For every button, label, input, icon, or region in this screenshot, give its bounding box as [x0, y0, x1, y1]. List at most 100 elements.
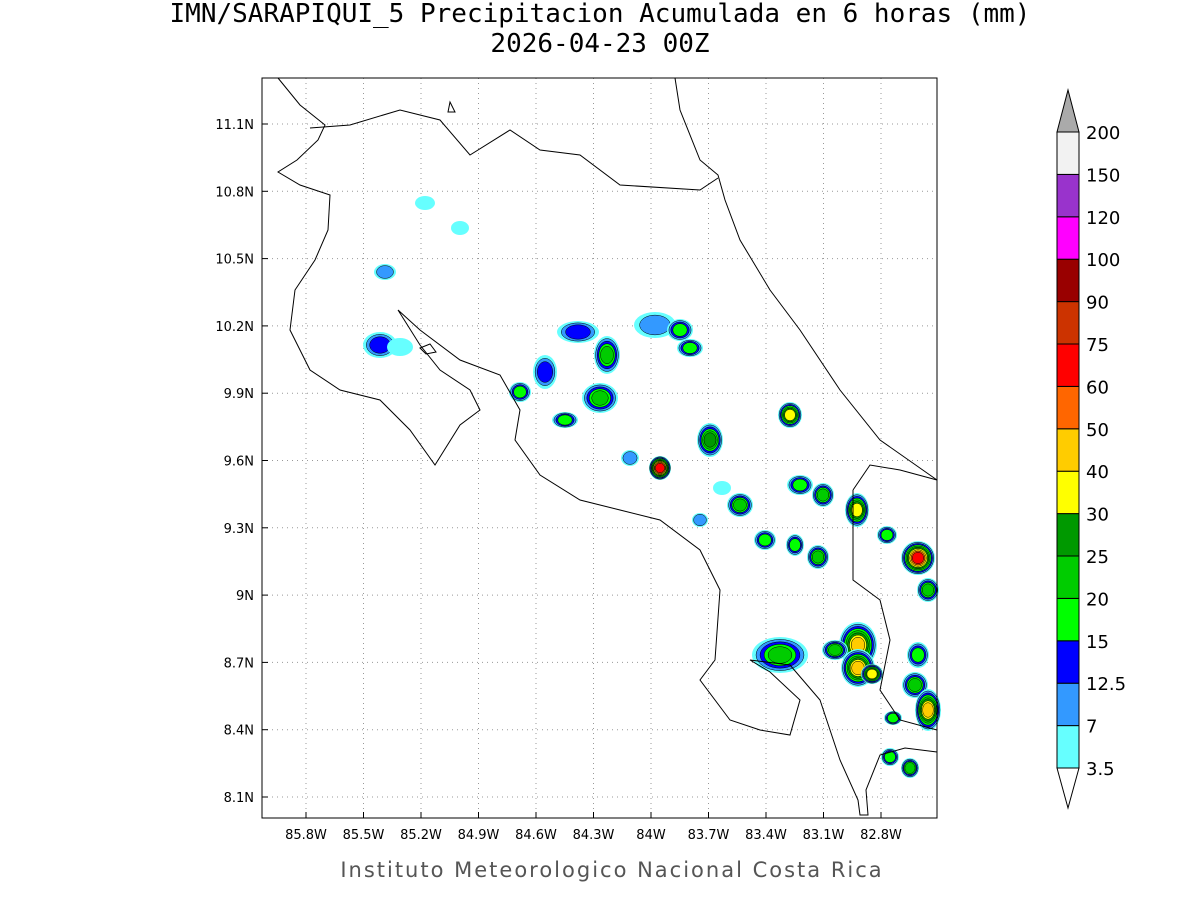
lat-tick-label: 11.1N — [215, 118, 254, 133]
colorbar-label: 40 — [1086, 462, 1109, 483]
precip-cell — [600, 346, 614, 364]
lon-tick-label: 83.4W — [745, 828, 787, 843]
pacific-coast — [277, 77, 938, 816]
colorbar-box — [1056, 470, 1080, 515]
lat-tick-label: 10.2N — [215, 320, 254, 335]
colorbar-box — [1056, 428, 1080, 472]
precip-cell — [792, 478, 808, 492]
precip-cell — [884, 751, 896, 763]
colorbar-under — [1056, 767, 1080, 810]
precip-cell — [415, 196, 435, 210]
precip-cell — [922, 702, 934, 718]
graticule: 85.8W 85.5W 85.2W 84.9W 84.6W 84.3W 84W 83.7W 83… — [215, 78, 937, 843]
map-frame — [261, 77, 938, 819]
lat-tick-label: 9N — [236, 589, 254, 604]
colorbar-label: 12.5 — [1086, 674, 1126, 695]
precip-cell — [693, 514, 707, 526]
precip-cell — [921, 583, 935, 597]
lon-tick-label: 84.9W — [458, 828, 500, 843]
colorbar-label: 15 — [1086, 632, 1109, 653]
colorbar-box — [1056, 513, 1080, 557]
precip-cell — [784, 409, 796, 421]
colorbar-box — [1056, 131, 1080, 175]
colorbar-label: 20 — [1086, 589, 1109, 610]
lake — [419, 100, 456, 355]
lat-tick-label: 9.6N — [224, 455, 254, 470]
precip-cell — [376, 265, 394, 279]
precip-cell — [733, 498, 747, 512]
colorbar-box — [1056, 725, 1080, 769]
colorbar-box — [1056, 343, 1080, 387]
colorbar-box — [1056, 555, 1080, 599]
colorbar-box — [1056, 597, 1080, 642]
precip-cell — [758, 533, 772, 547]
colorbar-label: 100 — [1086, 250, 1120, 271]
colorbar-label: 120 — [1086, 208, 1120, 229]
colorbar-box — [1056, 640, 1080, 684]
border-nicaragua — [309, 109, 719, 191]
precip-cell — [622, 451, 638, 465]
precip-cell — [591, 390, 609, 406]
precip-cell — [866, 668, 878, 680]
lon-tick-label: 85.2W — [400, 828, 442, 843]
precip-cell — [672, 323, 688, 337]
colorbar-label: 3.5 — [1086, 759, 1115, 780]
precip-cell — [908, 678, 922, 692]
precip-cell — [655, 462, 665, 474]
precip-cell — [682, 342, 698, 354]
colorbar-box — [1056, 682, 1080, 727]
precip-cell — [880, 529, 894, 541]
lon-tick-label: 82.8W — [860, 828, 902, 843]
border-panama — [852, 464, 938, 731]
lat-tick-label: 9.3N — [224, 522, 254, 537]
coastline — [277, 77, 938, 816]
colorbar-label: 200 — [1086, 123, 1120, 144]
precip-cell — [767, 646, 793, 664]
precip-cell — [851, 502, 863, 518]
precip-cell — [451, 221, 469, 235]
lon-tick-label: 84W — [636, 828, 666, 843]
precip-cell — [912, 552, 924, 564]
colorbar-label: 150 — [1086, 165, 1120, 186]
precip-cell — [557, 414, 573, 426]
precip-cell — [387, 338, 413, 356]
colorbar-label: 75 — [1086, 335, 1109, 356]
lon-tick-label: 83.7W — [688, 828, 730, 843]
colorbar-box — [1056, 385, 1080, 430]
lon-tick-label: 85.8W — [285, 828, 327, 843]
precip-cell — [513, 385, 527, 399]
colorbar-box — [1056, 301, 1080, 345]
caribbean-coast — [674, 77, 938, 481]
lon-tick-label: 84.3W — [573, 828, 615, 843]
colorbar-label: 30 — [1086, 505, 1109, 526]
lon-tick-label: 84.6W — [515, 828, 557, 843]
colorbar-over — [1056, 88, 1080, 133]
colorbar-box — [1056, 258, 1080, 303]
subtitle: 2026-04-23 00Z — [490, 29, 709, 59]
lon-tick-label: 83.1W — [803, 828, 845, 843]
footer: Instituto Meteorologico Nacional Costa R… — [340, 858, 883, 882]
precip-cell — [703, 432, 717, 448]
colorbar-label: 25 — [1086, 547, 1109, 568]
lat-tick-label: 8.4N — [224, 724, 254, 739]
precip-cell — [811, 550, 825, 564]
title: IMN/SARAPIQUI_5 Precipitacion Acumulada … — [170, 0, 1031, 29]
precip-cell — [904, 762, 916, 774]
lat-tick-label: 10.8N — [215, 185, 254, 200]
precip-cell — [713, 481, 731, 495]
lat-tick-label: 8.7N — [224, 656, 254, 671]
precip-cell — [816, 488, 830, 502]
precip-field — [363, 196, 941, 778]
colorbar-label: 7 — [1086, 717, 1097, 738]
colorbar: 3.5 7 12.5 15 20 25 30 40 50 60 75 90 100 120 150 200 — [1056, 88, 1126, 810]
colorbar-box — [1056, 173, 1080, 218]
colorbar-box — [1056, 216, 1080, 260]
precip-cell — [369, 336, 391, 354]
colorbar-label: 90 — [1086, 293, 1109, 314]
precip-cell — [565, 324, 591, 340]
precip-cell — [537, 361, 553, 383]
lat-tick-label: 8.1N — [224, 791, 254, 806]
lat-tick-label: 10.5N — [215, 253, 254, 268]
colorbar-label: 60 — [1086, 377, 1109, 398]
